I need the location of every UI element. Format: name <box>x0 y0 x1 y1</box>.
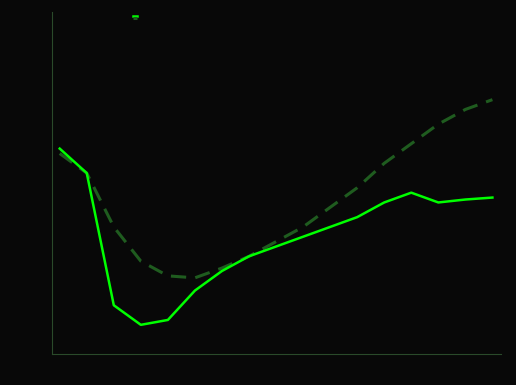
Legend: , : , <box>133 16 137 19</box>
